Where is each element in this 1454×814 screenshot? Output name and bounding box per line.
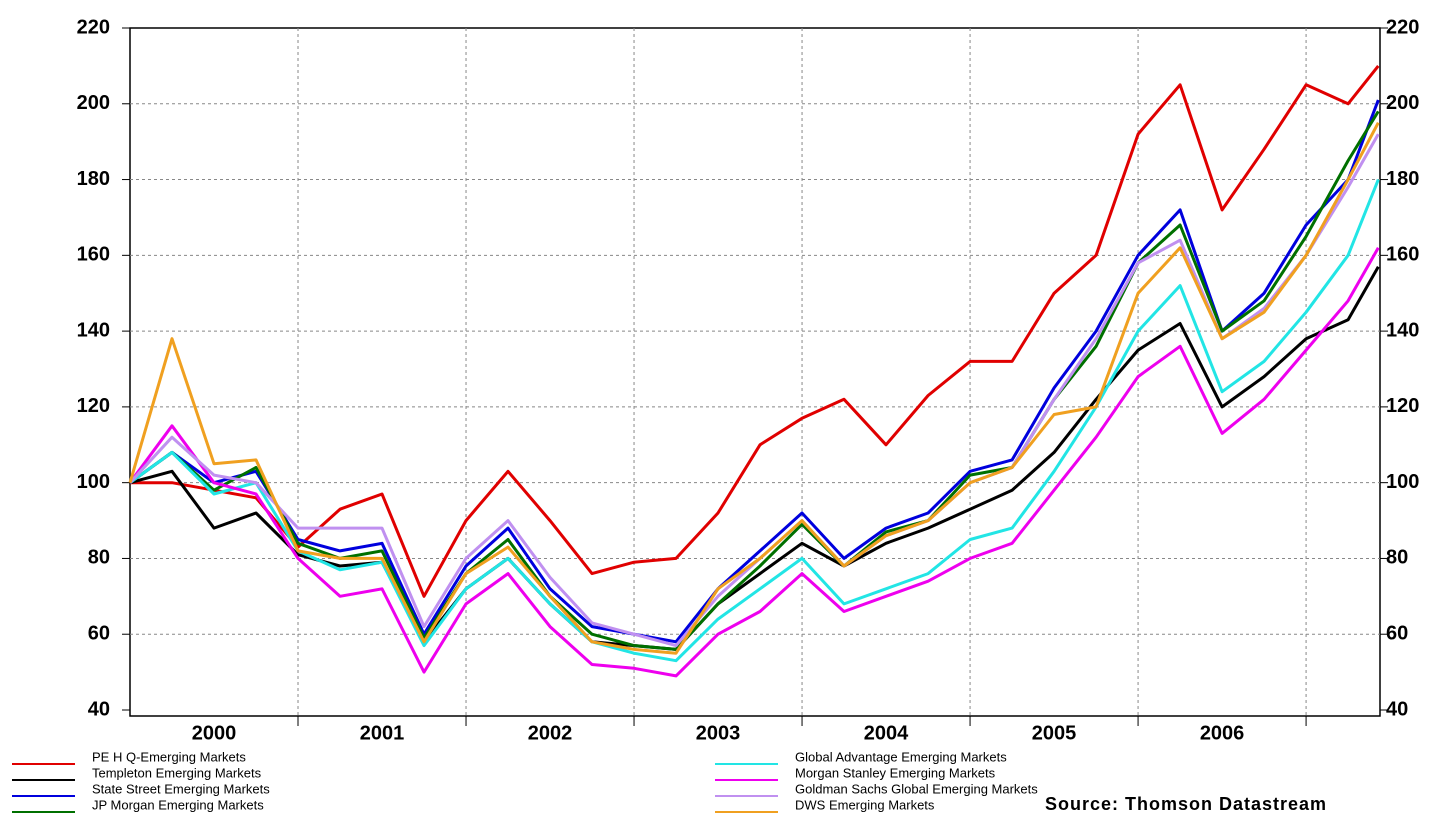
y2-tick-label: 40 <box>1386 698 1408 720</box>
legend-label: Morgan Stanley Emerging Markets <box>795 765 996 780</box>
y-tick-label: 60 <box>88 623 110 645</box>
line-series <box>128 247 1380 678</box>
x-tick-label: 2005 <box>1032 722 1077 744</box>
y2-tick-label: 80 <box>1386 547 1408 569</box>
y2-tick-label: 220 <box>1386 16 1419 38</box>
y-tick-label: 160 <box>77 244 110 266</box>
y-tick-label: 140 <box>77 319 110 341</box>
x-tick-label: 2004 <box>864 722 909 744</box>
x-tick-label: 2006 <box>1200 722 1245 744</box>
y-tick-label: 220 <box>77 16 110 38</box>
line-series <box>128 121 1380 655</box>
y-tick-label: 80 <box>88 547 110 569</box>
legend-label: JP Morgan Emerging Markets <box>92 797 264 812</box>
legend-label: State Street Emerging Markets <box>92 781 270 796</box>
y2-tick-label: 200 <box>1386 92 1419 114</box>
x-tick-label: 2003 <box>696 722 741 744</box>
y-tick-label: 120 <box>77 395 110 417</box>
line-series <box>129 179 1380 663</box>
y-tick-label: 180 <box>77 168 110 190</box>
y2-tick-label: 100 <box>1386 471 1419 493</box>
legend-label: Goldman Sachs Global Emerging Markets <box>795 781 1038 796</box>
y2-tick-label: 180 <box>1386 168 1419 190</box>
line-series <box>129 265 1380 651</box>
line-series <box>130 64 1380 598</box>
y2-tick-label: 140 <box>1386 319 1419 341</box>
legend-label: Global Advantage Emerging Markets <box>795 749 1007 764</box>
plot-frame <box>129 27 1381 717</box>
legend-label: DWS Emerging Markets <box>795 797 935 812</box>
x-tick-label: 2002 <box>528 722 573 744</box>
y2-tick-label: 60 <box>1386 623 1408 645</box>
y2-tick-label: 160 <box>1386 244 1419 266</box>
legend-label: PE H Q-Emerging Markets <box>92 749 246 764</box>
y-tick-label: 200 <box>77 92 110 114</box>
y-tick-label: 40 <box>88 698 110 720</box>
x-tick-label: 2001 <box>360 722 405 744</box>
line-series <box>128 133 1380 648</box>
x-tick-label: 2000 <box>192 722 237 744</box>
y-tick-label: 100 <box>77 471 110 493</box>
y2-tick-label: 120 <box>1386 395 1419 417</box>
line-series <box>129 110 1380 651</box>
source: Source: Thomson Datastream <box>1045 794 1327 814</box>
legend-label: Templeton Emerging Markets <box>92 765 262 780</box>
line-series <box>129 99 1380 644</box>
